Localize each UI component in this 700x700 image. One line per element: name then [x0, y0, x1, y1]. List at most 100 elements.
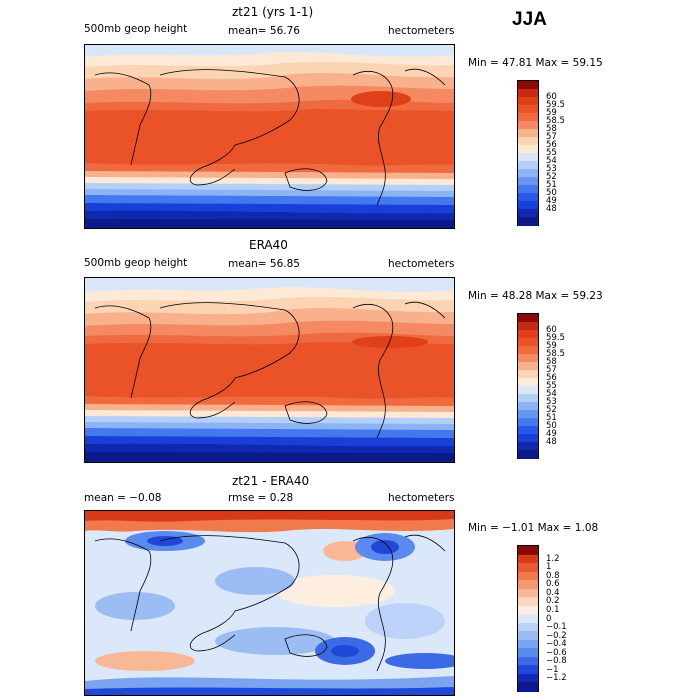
mean-label: mean = −0.08	[84, 492, 162, 504]
colorbar-swatch	[518, 185, 538, 194]
colorbar-swatch	[518, 639, 538, 649]
colorbar-swatch	[518, 656, 538, 666]
colorbar-swatch	[518, 665, 538, 675]
colorbar-label: 54	[546, 389, 557, 399]
colorbar-swatch	[518, 105, 538, 114]
colorbar-swatch	[518, 605, 538, 615]
colorbar-label: 52	[546, 405, 557, 415]
colorbar-model	[517, 80, 539, 226]
map-field-model	[85, 45, 454, 228]
colorbar-label: 58.5	[546, 349, 565, 359]
colorbar-label: 59	[546, 108, 557, 118]
colorbar-swatch	[518, 386, 538, 395]
colorbar-label: 53	[546, 397, 557, 407]
colorbar-label: 57	[546, 365, 557, 375]
colorbar-swatch	[518, 370, 538, 379]
colorbar-label: 50	[546, 421, 557, 431]
colorbar-label: −0.4	[546, 639, 567, 650]
colorbar-label: 0.4	[546, 587, 560, 598]
colorbar-swatch	[518, 89, 538, 98]
colorbar-label: 60	[546, 325, 557, 335]
colorbar-label: 56	[546, 140, 557, 150]
colorbar-label: 59.5	[546, 333, 565, 343]
colorbar-label: 48	[546, 204, 557, 214]
map-diff	[84, 510, 455, 696]
mean-label: mean= 56.76	[228, 25, 300, 37]
colorbar-label: 51	[546, 413, 557, 423]
colorbar-label: 57	[546, 132, 557, 142]
colorbar-swatch	[518, 346, 538, 355]
map-field-diff	[85, 511, 454, 695]
colorbar-swatch	[518, 209, 538, 218]
units-label: hectometers	[388, 25, 455, 37]
colorbar-swatch	[518, 121, 538, 130]
variable-label: 500mb geop height	[84, 257, 188, 269]
colorbar-swatch	[518, 161, 538, 170]
colorbar-label: 59.5	[546, 100, 565, 110]
map-model	[84, 44, 455, 229]
colorbar-swatch	[518, 614, 538, 624]
colorbar-label: 0.6	[546, 579, 560, 590]
colorbar-swatch	[518, 378, 538, 387]
minmax-label: Min = 48.28 Max = 59.23	[468, 290, 603, 302]
colorbar-label: 53	[546, 164, 557, 174]
colorbar-label: 0	[546, 613, 552, 624]
map-field-obs	[85, 278, 454, 462]
colorbar-swatch	[518, 314, 538, 323]
colorbar-swatch	[518, 410, 538, 419]
colorbar-swatch	[518, 588, 538, 598]
colorbar-swatch	[518, 648, 538, 658]
colorbar-swatch	[518, 330, 538, 339]
colorbar-label: 1	[546, 562, 552, 573]
colorbar-label: −1	[546, 664, 559, 675]
colorbar-label: 50	[546, 188, 557, 198]
colorbar-swatch	[518, 177, 538, 186]
colorbar-swatch	[518, 193, 538, 202]
colorbar-label: 51	[546, 180, 557, 190]
rmse-label: rmse = 0.28	[228, 492, 294, 504]
colorbar-swatch	[518, 546, 538, 556]
colorbar-label: −0.2	[546, 630, 567, 641]
colorbar-label: 0.8	[546, 570, 560, 581]
colorbar-swatch	[518, 97, 538, 106]
colorbar-swatch	[518, 217, 538, 226]
colorbar-swatch	[518, 81, 538, 90]
colorbar-label: 49	[546, 429, 557, 439]
colorbar-swatch	[518, 554, 538, 564]
colorbar-swatch	[518, 201, 538, 210]
panel-title: ERA40	[249, 238, 288, 252]
colorbar-label: −0.8	[546, 656, 567, 667]
colorbar-label: 55	[546, 381, 557, 391]
colorbar-swatch	[518, 622, 538, 632]
variable-label: 500mb geop height	[84, 23, 188, 35]
colorbar-swatch	[518, 442, 538, 451]
colorbar-swatch	[518, 682, 538, 692]
colorbar-swatch	[518, 673, 538, 684]
units-label: hectometers	[388, 258, 455, 270]
colorbar-label: 58.5	[546, 116, 565, 126]
colorbar-label: 0.1	[546, 604, 560, 615]
colorbar-swatch	[518, 631, 538, 641]
panel-title: zt21 - ERA40	[232, 474, 310, 488]
colorbar-swatch	[518, 362, 538, 371]
panel-title: zt21 (yrs 1-1)	[232, 5, 314, 19]
colorbar-swatch	[518, 169, 538, 178]
colorbar-swatch	[518, 137, 538, 146]
minmax-label: Min = 47.81 Max = 59.15	[468, 57, 603, 69]
colorbar-diff	[517, 545, 539, 692]
colorbar-swatch	[518, 597, 538, 607]
colorbar-label: 52	[546, 172, 557, 182]
colorbar-label: 56	[546, 373, 557, 383]
colorbar-label: 0.2	[546, 596, 560, 607]
colorbar-label: 55	[546, 148, 557, 158]
colorbar-swatch	[518, 418, 538, 427]
colorbar-swatch	[518, 113, 538, 122]
season-label: JJA	[512, 9, 547, 30]
colorbar-swatch	[518, 354, 538, 363]
colorbar-label: −0.6	[546, 647, 567, 658]
colorbar-swatch	[518, 563, 538, 573]
units-label: hectometers	[388, 492, 455, 504]
colorbar-swatch	[518, 145, 538, 154]
colorbar-swatch	[518, 394, 538, 403]
colorbar-label: 60	[546, 92, 557, 102]
